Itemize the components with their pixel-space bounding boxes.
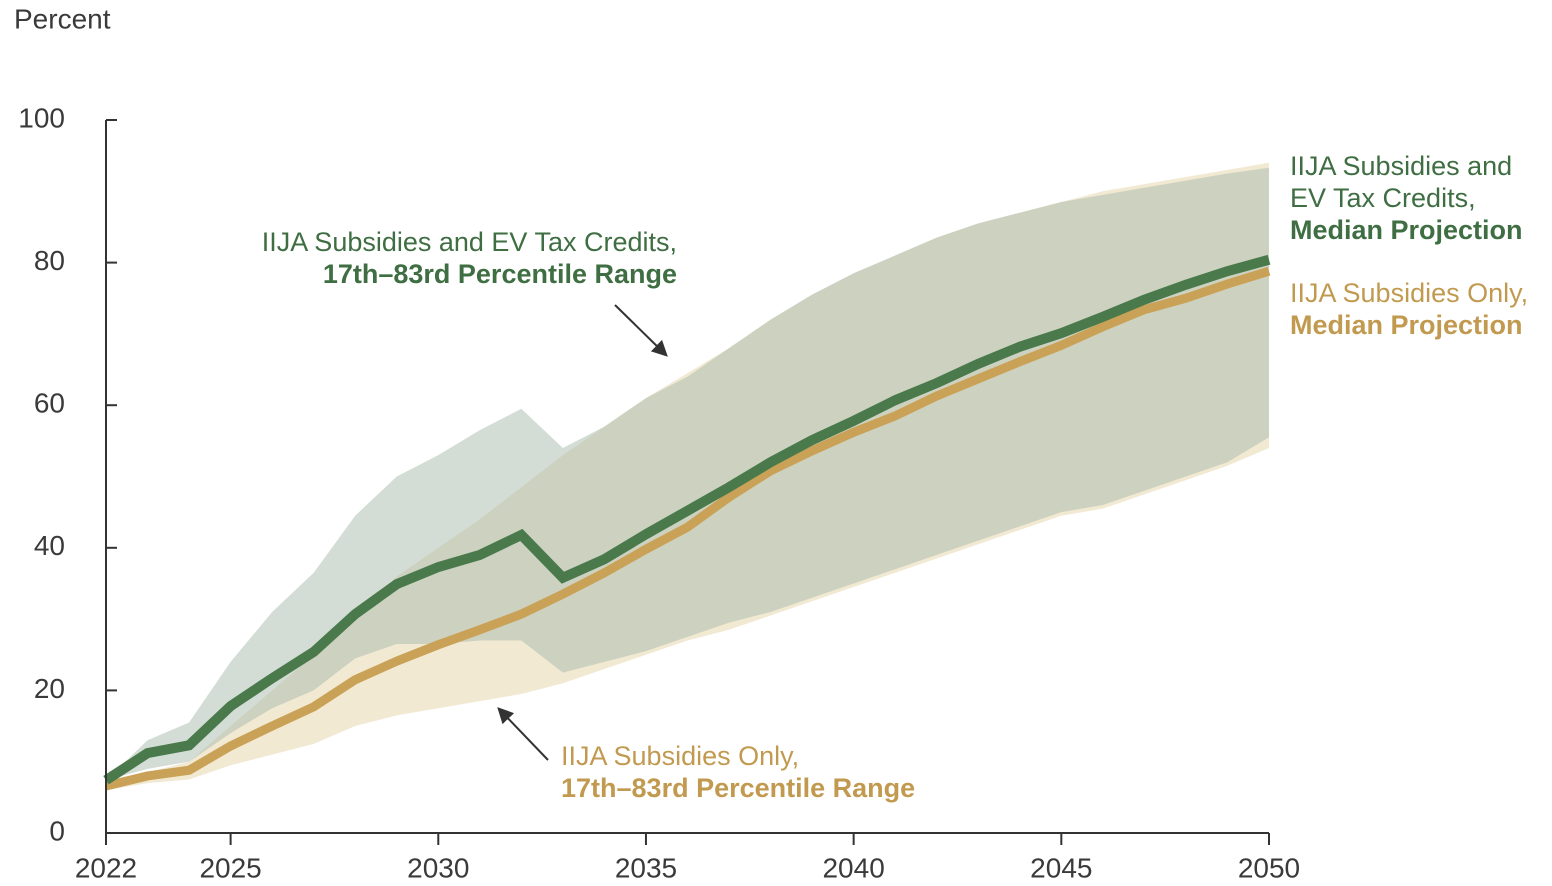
arrow — [497, 707, 549, 761]
y-tick-label: 20 — [34, 673, 65, 704]
line — [104, 266, 1271, 791]
x-tick-label: 2030 — [407, 852, 469, 883]
x-tick-label: 2035 — [615, 852, 677, 883]
series-label: EV Tax Credits, — [1290, 183, 1476, 213]
arrow — [614, 304, 668, 357]
series-label: 17th–83rd Percentile Range — [561, 773, 915, 803]
x-tick-label: 2050 — [1238, 852, 1300, 883]
series-label: IIJA Subsidies and — [1290, 151, 1512, 181]
y-tick-label: 80 — [34, 245, 65, 276]
y-tick-label: 100 — [18, 102, 65, 133]
x-tick-label: 2040 — [822, 852, 884, 883]
x-tick-label: 2022 — [75, 852, 137, 883]
band — [106, 167, 1269, 781]
series-label: IIJA Subsidies Only, — [1290, 278, 1528, 308]
series-label: Median Projection — [1290, 215, 1523, 245]
y-tick-label: 60 — [34, 388, 65, 419]
series-label: IIJA Subsidies and EV Tax Credits, — [262, 227, 677, 257]
series-label: 17th–83rd Percentile Range — [323, 259, 677, 289]
y-tick-label: 0 — [49, 815, 65, 846]
y-axis-label: Percent — [14, 3, 111, 34]
series-label: Median Projection — [1290, 310, 1523, 340]
y-tick-label: 40 — [34, 530, 65, 561]
x-tick-label: 2025 — [199, 852, 261, 883]
x-tick-label: 2045 — [1030, 852, 1092, 883]
series-label: IIJA Subsidies Only, — [561, 741, 799, 771]
line — [103, 254, 1271, 785]
